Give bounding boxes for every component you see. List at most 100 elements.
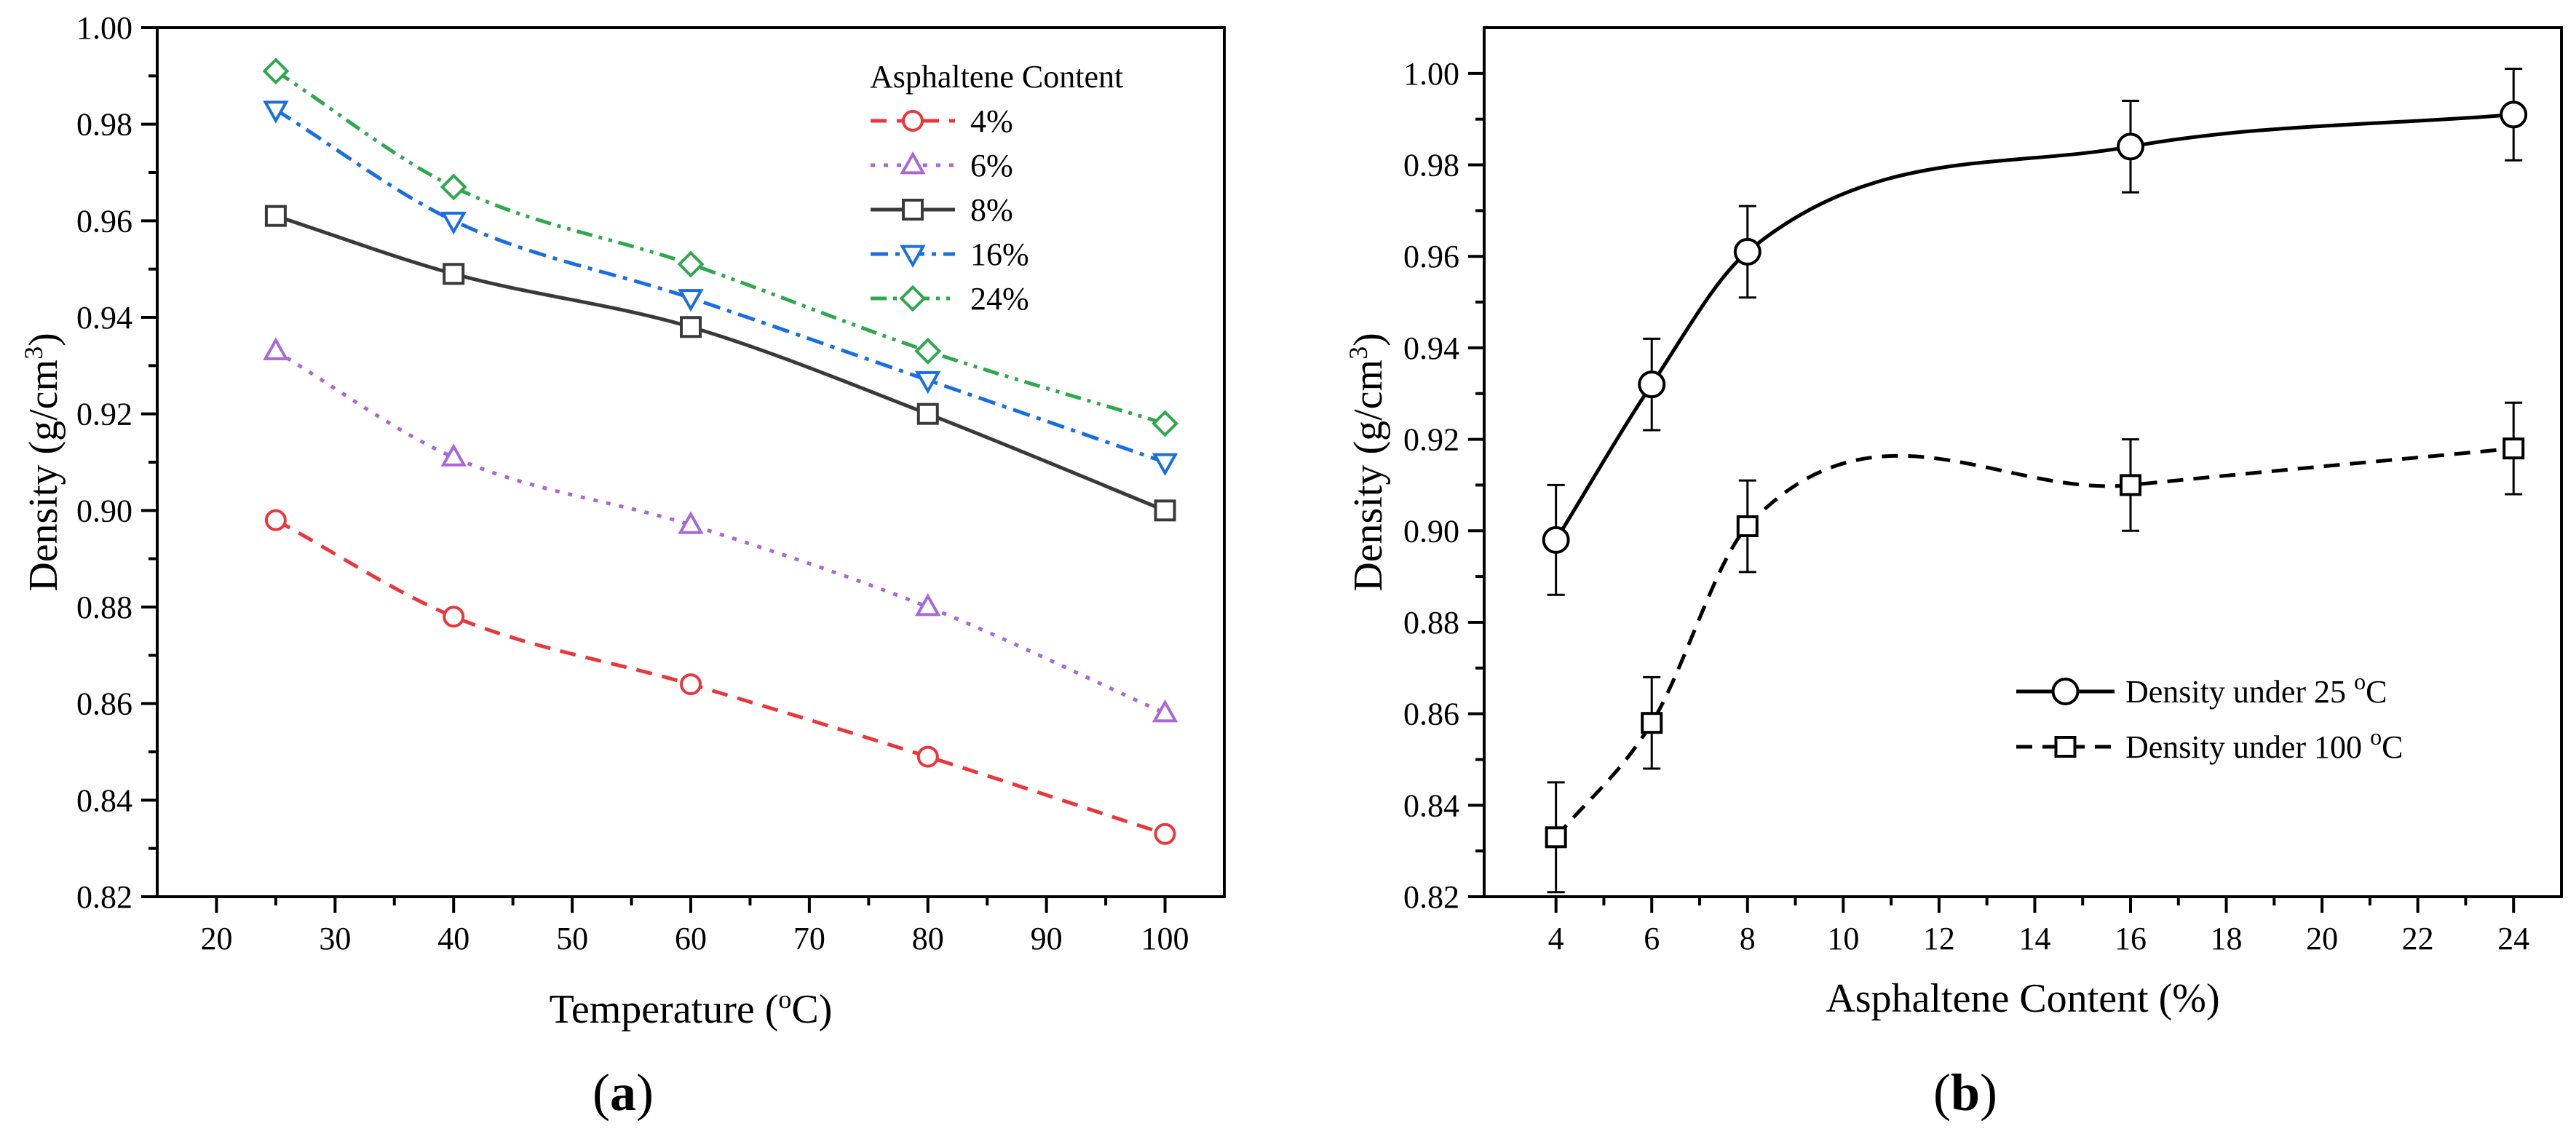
panel-a-x-tick-label-7: 90 <box>1031 921 1063 956</box>
panel-a-y-tick-label-2: 0.86 <box>76 686 132 722</box>
panel-a-series-4-point-1 <box>440 173 467 201</box>
panel-b-label: (b) <box>1933 1063 1997 1122</box>
panel-b-y-tick-label-4: 0.90 <box>1403 513 1459 549</box>
panel-a-y-title-unit-post: ) <box>21 333 66 346</box>
panel-a-label: (a) <box>593 1063 654 1122</box>
panel-b-y-axis-title: Density (g/cm3) <box>1344 333 1391 592</box>
panel-b-legend-marker-0 <box>2051 678 2080 705</box>
panel-a-legend-marker-0 <box>902 110 924 132</box>
panel-a-legend-label-0: 4% <box>970 103 1013 139</box>
panel-b-series-1-point-2 <box>1736 515 1759 537</box>
panel-a-x-title-main: Temperature <box>550 987 755 1032</box>
panel-a-x-tick-label-0: 20 <box>200 921 232 956</box>
panel-b-y-tick-label-3: 0.88 <box>1403 605 1459 641</box>
panel-a-density-vs-temperature: 0.82 0.84 0.86 0.88 0.90 0.92 0.94 0.96 0.98 1.00… <box>19 10 1226 1122</box>
panel-a-ticks: 0.82 0.84 0.86 0.88 0.90 0.92 0.94 0.96 0.98 1.00… <box>76 10 1189 956</box>
panel-a-legend-marker-4 <box>899 285 927 312</box>
panel-a-series-4 <box>262 58 1178 437</box>
panel-b-legend-label-1: Density under 100 oC <box>2125 723 2403 765</box>
panel-a-series-3-point-3 <box>915 370 941 394</box>
panel-b-x-tick-label-10: 24 <box>2497 921 2529 956</box>
panel-a-series-1-point-0 <box>263 337 289 360</box>
panel-b-series-0-point-4 <box>2500 100 2528 129</box>
panel-a-legend-entry-0: 4% <box>871 103 1013 139</box>
panel-b-series-1-point-3 <box>2120 474 2141 496</box>
panel-b-y-title-main: Density <box>1346 465 1391 592</box>
panel-a-legend-marker-3 <box>900 245 926 269</box>
panel-a-x-tick-label-1: 30 <box>319 921 351 956</box>
panel-b-series-0-line <box>1554 112 2514 542</box>
panel-b-series-0-point-2 <box>1733 237 1761 266</box>
panel-b-legend-label-1-sup: o <box>2370 723 2382 750</box>
panel-a-label-letter: a <box>610 1063 636 1122</box>
panel-b-series-1-point-4 <box>2502 437 2525 460</box>
panel-a-series-1-point-4 <box>1152 699 1178 723</box>
panel-a-series-4-point-3 <box>914 338 942 365</box>
panel-b-series-1-point-0 <box>1545 826 1567 849</box>
panel-a-series-3-point-2 <box>678 289 704 312</box>
panel-b-label-letter: b <box>1951 1063 1980 1122</box>
panel-a-x-title-unit-pre: ( <box>755 987 779 1032</box>
panel-b-x-tick-label-4: 12 <box>1923 921 1955 956</box>
panel-b-legend-label-0: Density under 25 oC <box>2125 668 2387 710</box>
panel-a-series-4-point-4 <box>1152 410 1178 437</box>
panel-b-y-tick-label-5: 0.92 <box>1403 422 1459 458</box>
panel-a-series-0-line <box>274 518 1166 836</box>
panel-b-x-tick-label-5: 14 <box>2018 921 2050 956</box>
panel-a-series-2-line <box>275 214 1166 512</box>
panel-b-legend: Density under 25 oC Density under 100 oC <box>2016 668 2403 765</box>
panel-b-legend-label-1-post: C <box>2382 729 2403 765</box>
panel-a-series-3-point-4 <box>1152 453 1178 477</box>
panel-b-label-open: ( <box>1933 1063 1951 1122</box>
panel-b-legend-entry-1: Density under 100 oC <box>2016 723 2403 765</box>
panel-a-legend-label-2: 8% <box>970 192 1013 228</box>
panel-b-series-0-point-1 <box>1638 370 1666 399</box>
panel-a-legend-entry-3: 16% <box>871 237 1029 272</box>
panel-a-x-tick-label-5: 70 <box>793 921 825 956</box>
panel-a-x-tick-label-4: 60 <box>675 921 707 956</box>
panel-a-series-2-point-1 <box>443 263 465 285</box>
panel-b-y-title-unit-pre: (g/cm <box>1346 360 1391 465</box>
panel-a-legend-label-3: 16% <box>970 237 1029 272</box>
panel-b-legend-marker-1 <box>2054 736 2077 758</box>
panel-a-y-tick-label-5: 0.92 <box>76 397 132 432</box>
panel-b-y-tick-label-6: 0.94 <box>1403 330 1459 366</box>
panel-b-legend-label-1-main: Density under 100 <box>2125 729 2370 765</box>
panel-a-series-3-point-0 <box>263 100 289 124</box>
panel-a-series-0-point-0 <box>264 509 287 531</box>
panel-a-series-2-point-4 <box>1154 499 1176 522</box>
panel-a-series-2 <box>264 205 1176 522</box>
panel-a-series-4-point-2 <box>677 250 705 278</box>
panel-a-series-0 <box>264 509 1176 845</box>
panel-b-series-0-point-0 <box>1542 526 1570 554</box>
panel-b-legend-label-0-post: C <box>2366 674 2387 710</box>
panel-b-y-title-unit-post: ) <box>1346 333 1391 346</box>
panel-a-legend-label-1: 6% <box>970 148 1013 183</box>
panel-a-legend-marker-1 <box>900 151 926 175</box>
panel-a-y-title-main: Density <box>21 465 66 592</box>
panel-b-x-tick-label-6: 16 <box>2115 921 2147 956</box>
panel-b-y-tick-label-8: 0.98 <box>1403 148 1459 183</box>
panel-a-series-1-point-2 <box>678 511 704 534</box>
panel-a-series-0-point-2 <box>680 673 702 696</box>
panel-a-label-open: ( <box>593 1063 610 1122</box>
panel-a-legend-entry-2: 8% <box>871 192 1013 228</box>
panel-a-legend-marker-2 <box>902 199 924 221</box>
panel-a-y-tick-label-3: 0.88 <box>76 590 132 625</box>
panel-b-x-tick-label-9: 22 <box>2402 921 2434 956</box>
panel-b-x-tick-label-7: 18 <box>2211 921 2243 956</box>
panel-a-y-tick-label-4: 0.90 <box>76 493 132 528</box>
panel-a-y-tick-label-7: 0.96 <box>76 203 132 239</box>
panel-a-x-tick-label-8: 100 <box>1141 921 1189 956</box>
panel-a-series-2-point-2 <box>680 316 702 338</box>
panel-b-series-0 <box>1542 68 2528 596</box>
panel-a-y-axis-title: Density (g/cm3) <box>19 333 66 592</box>
panel-a-x-tick-label-3: 50 <box>556 921 588 956</box>
panel-a-y-tick-label-6: 0.94 <box>76 300 132 336</box>
panel-a-series-1-point-1 <box>440 443 467 467</box>
panel-a-series-4-point-0 <box>262 58 290 85</box>
panel-a-y-title-sup: 3 <box>19 346 48 360</box>
panel-a-series-3-line <box>274 108 1166 464</box>
panel-a-x-axis-title: Temperature (oC) <box>550 985 833 1032</box>
